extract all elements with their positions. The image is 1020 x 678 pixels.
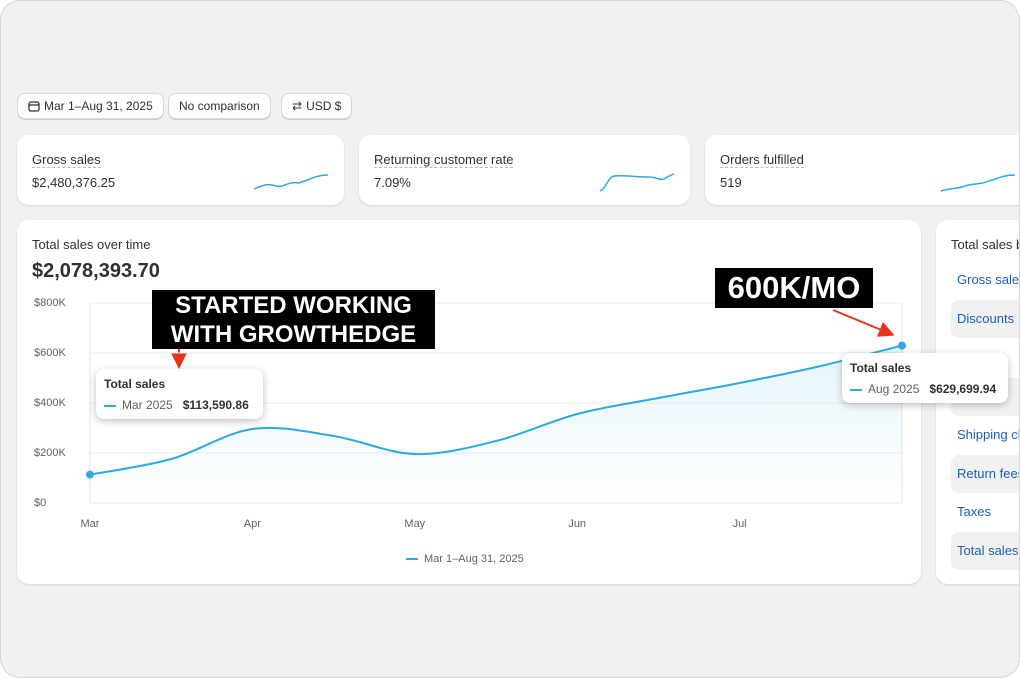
x-tick-label: Jul: [733, 518, 747, 530]
tooltip-value: $113,590.86: [182, 398, 249, 412]
breakdown-title: Total sales breakdown: [951, 237, 1019, 252]
breakdown-item[interactable]: Gross sales: [957, 272, 1020, 287]
breakdown-item[interactable]: Return fees: [951, 455, 1019, 493]
kpi-card[interactable]: Orders fulfilled 519: [705, 135, 1019, 205]
kpi-value: 519: [720, 175, 742, 190]
x-tick-label: Jun: [568, 518, 586, 530]
sparkline: [600, 173, 674, 192]
tooltip-title: Total sales: [104, 377, 166, 391]
annotation: STARTED WORKING WITH GROWTHEDGE: [152, 290, 435, 349]
date-filter-text: Mar 1–Aug 31, 2025: [44, 99, 153, 113]
breakdown-item[interactable]: Shipping charges: [957, 427, 1019, 442]
arrow: [832, 309, 895, 337]
x-tick-label: Mar: [81, 518, 100, 530]
breakdown-item[interactable]: Discounts: [951, 300, 1019, 338]
comparison-filter[interactable]: No comparison: [168, 93, 271, 119]
y-tick-label: $0: [34, 497, 46, 509]
currency-filter[interactable]: ⇄ USD $: [281, 93, 353, 119]
y-tick-label: $600K: [34, 347, 66, 359]
point: [86, 470, 94, 479]
kpi-value: 7.09%: [374, 175, 411, 190]
point: [898, 341, 906, 350]
annotation: 600K/MO: [715, 268, 873, 308]
comparison-text: No comparison: [179, 99, 260, 113]
y-tick-label: $200K: [34, 447, 66, 459]
tooltip: Total sales Aug 2025 $629,699.94: [842, 353, 1008, 403]
chart-total: $2,078,393.70: [32, 260, 160, 282]
legend-label: Mar 1–Aug 31, 2025: [424, 553, 524, 565]
kpi-value: $2,480,376.25: [32, 175, 116, 190]
area: [90, 345, 902, 503]
tooltip-value: $629,699.94: [929, 382, 997, 396]
kpi-label: Returning customer rate: [374, 152, 514, 168]
y-tick-label: $400K: [34, 397, 66, 409]
tooltip-period: Mar 2025: [122, 398, 173, 412]
line: [89, 344, 903, 476]
tooltip-period: Aug 2025: [868, 382, 920, 396]
tooltip: Total sales Mar 2025 $113,590.86: [96, 369, 263, 419]
tooltip-title: Total sales: [850, 361, 912, 375]
kpi-card[interactable]: Returning customer rate 7.09%: [359, 135, 690, 205]
chart-title: Total sales over time: [32, 237, 151, 252]
kpi-label: Orders fulfilled: [720, 152, 804, 168]
x-tick-label: May: [404, 518, 425, 530]
breakdown-item[interactable]: Taxes: [957, 504, 991, 519]
breakdown-item[interactable]: Total sales: [951, 532, 1019, 570]
swap-icon: ⇄: [292, 99, 303, 113]
kpi-card[interactable]: Gross sales $2,480,376.25: [17, 135, 344, 205]
date-filter[interactable]: Mar 1–Aug 31, 2025: [17, 93, 164, 119]
currency-text: USD $: [306, 99, 342, 113]
calendar-icon: [28, 101, 40, 112]
x-tick-label: Apr: [244, 518, 261, 530]
y-tick-label: $800K: [34, 297, 66, 309]
sparkline: [254, 174, 328, 190]
sparkline: [941, 174, 1015, 192]
kpi-label: Gross sales: [32, 152, 101, 168]
